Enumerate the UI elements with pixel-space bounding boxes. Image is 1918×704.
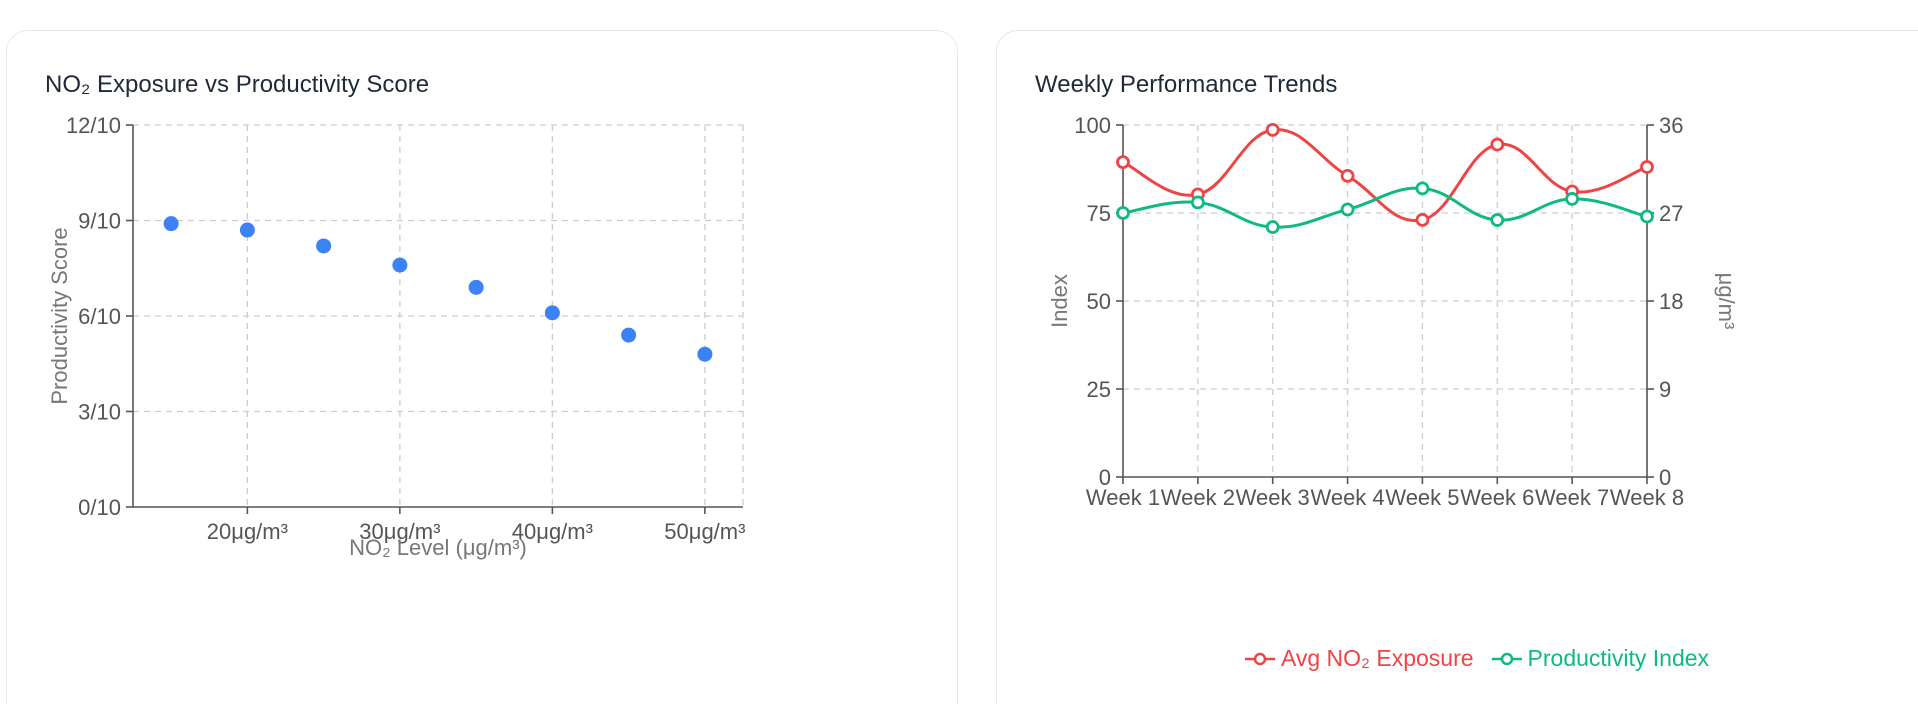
line-point-no2 (1340, 168, 1355, 183)
line-point-productivity (1415, 181, 1430, 196)
line-point-no2 (1265, 122, 1280, 137)
line-right-y-tick-label: 9 (1659, 377, 1671, 402)
scatter-gridlines (133, 124, 744, 507)
line-left-axis-title: Index (1047, 274, 1072, 328)
line-point-no2 (1640, 160, 1654, 174)
scatter-x-axis-title: NO₂ Level (μg/m³) (349, 535, 527, 560)
line-x-tick-label: Week 8 (1610, 485, 1684, 510)
scatter-x-tick-label: 50μg/m³ (664, 519, 745, 544)
line-left-y-tick-label: 100 (1074, 113, 1111, 138)
line-series (1116, 122, 1654, 234)
scatter-chart-title: NO₂ Exposure vs Productivity Score (45, 71, 430, 98)
line-point-productivity (1190, 195, 1205, 210)
line-right-y-tick-label: 18 (1659, 289, 1683, 314)
line-right-y-tick-label: 27 (1659, 201, 1683, 226)
line-x-tick-label: Week 2 (1161, 485, 1235, 510)
scatter-point (392, 257, 408, 273)
line-x-tick-label: Week 1 (1086, 485, 1160, 510)
line-x-tick-label: Week 6 (1460, 485, 1534, 510)
line-right-y-tick-label: 36 (1659, 113, 1683, 138)
scatter-point (316, 238, 332, 254)
line-chart-card: Weekly Performance Trends 0 25 50 75 100 0 9 18… (996, 30, 1918, 704)
scatter-point (468, 279, 484, 295)
scatter-x-tick-label: 40μg/m³ (512, 519, 593, 544)
scatter-y-tick-label: 6/10 (78, 304, 121, 329)
line-point-productivity (1116, 206, 1130, 220)
line-point-productivity (1565, 192, 1580, 206)
legend-no2-label: Avg NO₂ Exposure (1280, 645, 1474, 671)
line-x-tick-label: Week 7 (1535, 485, 1609, 510)
line-right-axis-title: μg/m³ (1714, 273, 1739, 330)
scatter-y-tick-label: 9/10 (78, 209, 121, 234)
scatter-point (544, 305, 560, 321)
line-chart-title: Weekly Performance Trends (1035, 71, 1338, 98)
line-point-productivity (1340, 202, 1355, 217)
scatter-point (239, 222, 255, 238)
line-point-no2 (1415, 212, 1430, 227)
scatter-y-tick-label: 0/10 (78, 495, 121, 520)
scatter-x-tick-label: 30μg/m³ (359, 519, 440, 544)
legend-item-no2[interactable]: Avg NO₂ Exposure (1244, 645, 1474, 672)
line-series-productivity (1122, 186, 1648, 229)
line-left-y-tick-label: 0 (1099, 465, 1111, 490)
line-left-y-tick-label: 75 (1087, 201, 1111, 226)
line-axes (1116, 124, 1654, 484)
scatter-labels: 0/10 3/10 6/10 9/10 12/10 20μg/m³ 30μg/m³ 40μg/… (47, 113, 745, 560)
line-point-no2 (1116, 155, 1130, 170)
line-right-y-tick-label: 0 (1659, 465, 1671, 490)
scatter-chart: 0/10 3/10 6/10 9/10 12/10 20μg/m³ 30μg/m³ 40μg/… (47, 113, 745, 560)
scatter-y-tick-label: 12/10 (66, 113, 121, 138)
scatter-y-axis-title: Productivity Score (47, 227, 72, 404)
scatter-chart-card: NO₂ Exposure vs Productivity Score 0/10 3… (6, 30, 958, 704)
line-point-productivity (1265, 220, 1280, 234)
line-point-productivity (1640, 209, 1654, 224)
line-x-tick-label: Week 4 (1310, 485, 1384, 510)
line-series-no2 (1122, 128, 1648, 223)
scatter-axes (126, 124, 743, 514)
scatter-point (697, 346, 713, 362)
line-left-y-tick-label: 25 (1087, 377, 1111, 402)
legend-productivity-swatch-icon (1491, 652, 1522, 665)
legend-no2-swatch-icon (1244, 652, 1275, 665)
scatter-points (163, 216, 713, 362)
line-gridlines (1122, 124, 1648, 477)
legend-productivity-label: Productivity Index (1527, 645, 1710, 671)
line-x-tick-label: Week 3 (1236, 485, 1310, 510)
scatter-point (163, 216, 179, 232)
line-x-tick-label: Week 5 (1385, 485, 1459, 510)
scatter-x-tick-label: 20μg/m³ (207, 519, 288, 544)
line-point-no2 (1490, 137, 1505, 152)
legend-item-productivity[interactable]: Productivity Index (1491, 645, 1710, 672)
line-point-productivity (1490, 213, 1505, 227)
line-left-y-tick-label: 50 (1087, 289, 1111, 314)
scatter-point (621, 327, 637, 343)
scatter-y-tick-label: 3/10 (78, 400, 121, 425)
line-chart-legend: Avg NO₂ Exposure Productivity Index (997, 645, 1918, 672)
